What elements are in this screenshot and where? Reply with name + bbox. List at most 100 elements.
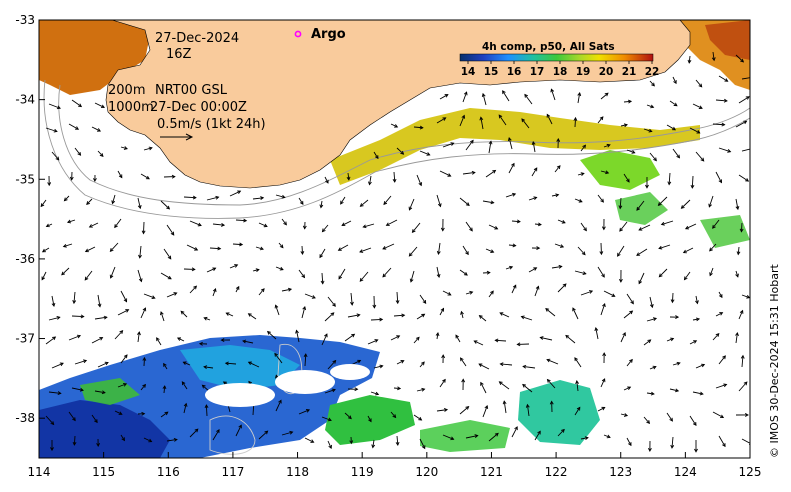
- current-arrow: [212, 288, 217, 297]
- current-arrow: [324, 312, 335, 322]
- current-arrow: [203, 316, 211, 321]
- current-arrow: [689, 415, 697, 426]
- current-arrow: [618, 269, 623, 283]
- lon-tick-label: 114: [28, 465, 51, 479]
- plot-frame: [38, 19, 751, 459]
- current-arrow: [206, 195, 220, 201]
- current-arrow: [594, 327, 599, 340]
- current-arrow: [482, 200, 495, 205]
- current-arrow: [600, 92, 609, 100]
- sst-hot-northeast: [705, 20, 750, 60]
- current-arrow: [669, 100, 678, 107]
- current-arrow: [603, 143, 611, 148]
- current-arrow: [600, 170, 610, 175]
- argo-marker: [294, 30, 302, 38]
- colorbar-ticks: 14 15 16 17 18 19 20 21 22: [461, 61, 659, 78]
- sst-warm-northwest: [39, 20, 150, 95]
- current-arrow: [602, 352, 607, 364]
- current-arrow: [281, 218, 287, 226]
- current-arrow: [367, 415, 372, 423]
- lon-tick-label: 121: [480, 465, 503, 479]
- current-arrow: [156, 337, 162, 346]
- current-arrow: [295, 329, 300, 343]
- current-arrow: [597, 266, 605, 278]
- current-arrow: [692, 391, 704, 396]
- current-arrow: [162, 385, 167, 394]
- current-arrow: [482, 270, 491, 275]
- current-arrow: [247, 313, 257, 320]
- scale-label: 0.5m/s (1kt 24h): [157, 117, 266, 132]
- colorbar-tick-label: 20: [599, 66, 614, 78]
- current-arrow: [327, 440, 332, 449]
- current-arrow: [508, 162, 515, 174]
- current-arrow: [204, 404, 209, 417]
- current-arrow: [694, 439, 698, 453]
- current-arrow: [247, 361, 260, 368]
- current-arrow: [48, 391, 62, 396]
- current-arrow: [522, 383, 533, 393]
- current-arrow: [370, 391, 380, 396]
- lat-tick-label: -34: [15, 93, 35, 107]
- current-arrow: [51, 151, 60, 161]
- current-arrow: [408, 246, 418, 257]
- current-arrow: [258, 222, 268, 228]
- current-arrow: [712, 122, 726, 127]
- current-arrow: [341, 220, 352, 226]
- current-arrow: [494, 338, 507, 343]
- current-arrow: [206, 267, 217, 273]
- current-arrow: [718, 75, 729, 82]
- current-arrow: [577, 172, 585, 176]
- current-arrow: [140, 383, 146, 391]
- current-arrow: [658, 244, 671, 250]
- current-arrow: [638, 224, 651, 231]
- current-arrow: [68, 411, 76, 422]
- current-arrow: [600, 378, 606, 388]
- lat-tick-label: -35: [15, 172, 35, 186]
- isobath-200m: [58, 84, 750, 206]
- current-arrow: [160, 200, 171, 210]
- current-arrow: [232, 242, 244, 247]
- current-arrow: [324, 388, 336, 394]
- model-time-label: 27-Dec 00:00Z: [150, 100, 247, 115]
- current-arrow: [465, 221, 473, 232]
- current-arrow: [304, 437, 315, 443]
- current-arrow: [485, 248, 495, 253]
- current-arrow: [435, 332, 440, 340]
- cloud-gap-3: [330, 364, 370, 380]
- lon-tick-label: 122: [545, 465, 568, 479]
- current-arrow: [51, 295, 56, 307]
- current-arrow: [455, 334, 461, 343]
- current-arrow: [658, 268, 668, 278]
- current-arrow: [320, 272, 325, 285]
- current-arrow: [741, 148, 750, 152]
- current-arrow: [683, 271, 691, 281]
- current-arrow: [498, 381, 510, 390]
- current-arrow: [459, 405, 470, 415]
- current-arrow: [72, 435, 77, 446]
- current-arrow: [577, 92, 582, 104]
- current-arrow: [528, 196, 538, 201]
- current-arrow: [672, 361, 681, 366]
- current-arrow: [392, 171, 397, 183]
- current-arrow: [298, 269, 306, 279]
- current-arrow: [499, 362, 513, 367]
- current-arrow: [574, 357, 582, 368]
- lon-tick-label: 123: [609, 465, 632, 479]
- current-arrow: [91, 414, 98, 424]
- current-arrow: [499, 312, 510, 318]
- current-arrow: [439, 307, 445, 316]
- current-arrow: [738, 309, 744, 320]
- current-arrow: [258, 288, 265, 296]
- current-arrow: [383, 195, 392, 206]
- current-arrow: [275, 399, 282, 412]
- current-arrow: [120, 434, 125, 442]
- current-arrow: [321, 333, 328, 346]
- current-arrow: [69, 171, 74, 181]
- current-arrow: [235, 285, 240, 293]
- current-arrow: [460, 357, 467, 367]
- current-arrow: [48, 103, 61, 110]
- current-arrow: [255, 246, 264, 251]
- lon-tick-label: 115: [92, 465, 115, 479]
- current-arrow: [419, 294, 427, 304]
- current-arrow: [413, 125, 424, 130]
